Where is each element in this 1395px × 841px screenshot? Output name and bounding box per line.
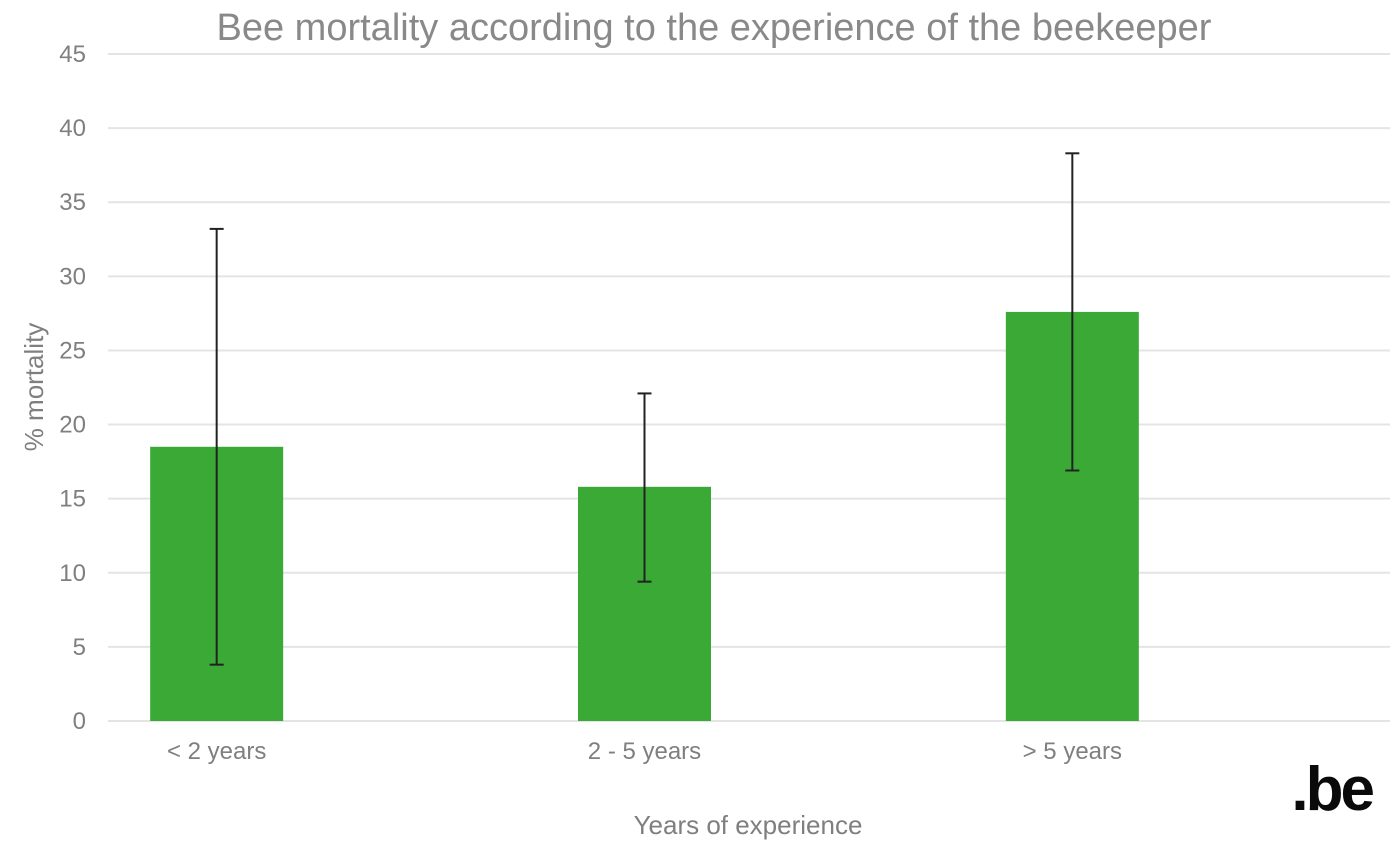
error-bars <box>209 152 1080 666</box>
y-tick-label: 35 <box>59 189 86 216</box>
y-axis-ticks: 0 5 10 15 20 25 30 35 40 45 <box>59 41 86 735</box>
be-logo: .be <box>1291 755 1373 824</box>
y-tick-label: 30 <box>59 263 86 290</box>
gridlines <box>108 53 1390 722</box>
y-tick-label: 45 <box>59 41 86 68</box>
x-tick-label: < 2 years <box>167 738 266 765</box>
y-axis-label: % mortality <box>19 323 49 452</box>
y-tick-label: 25 <box>59 337 86 364</box>
x-axis-ticks: < 2 years 2 - 5 years > 5 years <box>167 738 1122 765</box>
y-tick-label: 0 <box>73 708 86 735</box>
x-tick-label: 2 - 5 years <box>588 738 701 765</box>
y-tick-label: 10 <box>59 560 86 587</box>
x-axis-label: Years of experience <box>634 810 863 840</box>
y-tick-label: 40 <box>59 115 86 142</box>
y-tick-label: 5 <box>73 634 86 661</box>
chart-title: Bee mortality according to the experienc… <box>217 7 1212 49</box>
y-tick-label: 15 <box>59 486 86 513</box>
x-tick-label: > 5 years <box>1023 738 1122 765</box>
y-tick-label: 20 <box>59 412 86 439</box>
